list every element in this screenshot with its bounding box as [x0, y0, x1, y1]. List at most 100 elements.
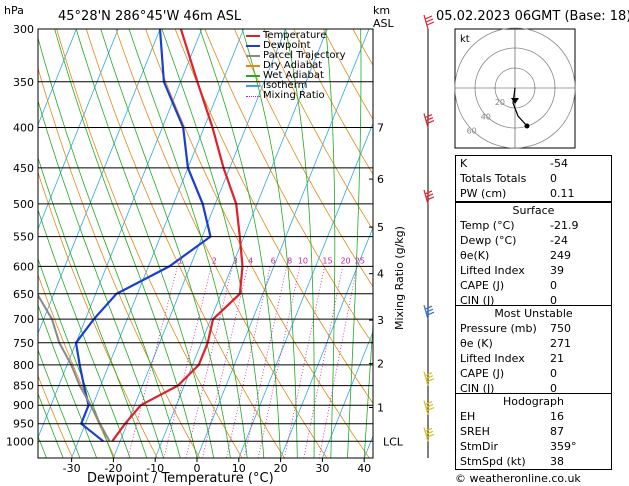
index-label: K — [460, 157, 468, 170]
dry-adiabat-line — [293, 29, 373, 176]
wind-barb-flag — [424, 15, 433, 20]
plot-area — [38, 29, 373, 458]
legend-swatch — [246, 85, 260, 87]
copyright: © weatheronline.co.uk — [455, 472, 581, 485]
legend-item: Dry Adiabat — [246, 61, 346, 71]
mixing-ratio-line — [303, 266, 343, 458]
wind-barb-flag — [424, 401, 433, 406]
dry-adiabat-line — [38, 66, 201, 458]
wind-barb — [423, 400, 435, 415]
wet-adiabat-line — [54, 29, 198, 458]
dry-adiabat-line — [263, 29, 373, 231]
km-tick-label: 7 — [377, 122, 384, 135]
mu-label: Lifted Index — [460, 352, 525, 365]
mixing-ratio-label: 1 — [178, 256, 183, 265]
dry-adiabat-line — [204, 29, 373, 346]
wet-adiabat-line — [128, 29, 248, 458]
wind-barb-flag — [426, 21, 435, 26]
index-value: 0 — [550, 172, 557, 185]
mu-value: 0 — [550, 367, 557, 380]
legend-label: Wet Adiabat — [263, 70, 324, 81]
wind-barb — [423, 304, 435, 320]
hodograph-end-point — [524, 123, 530, 129]
plot-frame — [37, 28, 374, 459]
index-label: Totals Totals — [460, 172, 527, 185]
isotherm-line — [280, 226, 373, 458]
datetime-title: 05.02.2023 06GMT (Base: 18) — [436, 9, 629, 24]
mu-value: 21 — [550, 352, 564, 365]
wind-barb-flag — [426, 311, 435, 316]
surface-value: -21.9 — [550, 219, 579, 232]
mixing-ratio-label: 3 — [233, 256, 238, 265]
pressure-tick-label: 900 — [13, 399, 34, 412]
pressure-tick-label: 800 — [13, 359, 34, 372]
hodo-value: 359° — [550, 440, 577, 453]
wind-barb — [423, 427, 435, 442]
pressure-tick-label: 300 — [13, 23, 34, 36]
hodograph-ring-label: 20 — [495, 98, 505, 107]
pressure-tick-label: 650 — [13, 288, 34, 301]
wind-barb-flag — [424, 190, 433, 195]
wet-adiabat-line — [38, 257, 114, 458]
mixing-ratio-label: 10 — [298, 256, 308, 265]
legend-label: Dry Adiabat — [263, 60, 323, 71]
hodo-value: 16 — [550, 410, 564, 423]
mu-label: Pressure (mb) — [460, 322, 537, 335]
surface-table: Surface Temp (°C) -21.9 Dewp (°C) -24 θe(K… — [455, 202, 612, 309]
legend-item: Temperature — [246, 31, 346, 41]
location-title: 45°28'N 286°45'W 46m ASL — [58, 9, 242, 24]
mixing-ratio-axis-label: Mixing Ratio (g/kg) — [393, 226, 406, 330]
hodograph-kt-label: kt — [460, 34, 470, 45]
wet-adiabat-line — [100, 29, 231, 458]
wet-adiabat-line — [38, 99, 164, 458]
wet-adiabat-line — [38, 208, 131, 458]
mixing-ratio-label: 2 — [212, 256, 217, 265]
most-unstable-table: Most Unstable Pressure (mb) 750 θe (K) 271… — [455, 305, 612, 397]
dry-adiabat-line — [145, 29, 370, 458]
legend-label: Isotherm — [263, 80, 308, 91]
isotherm-line — [71, 29, 244, 458]
pressure-tick-label: 700 — [13, 313, 34, 326]
mu-label: CIN (J) — [460, 382, 495, 395]
wind-barb-flag — [425, 116, 434, 122]
indices-table: K -54 Totals Totals 0 PW (cm) 0.11 — [455, 155, 612, 202]
pressure-tick-label: 750 — [13, 337, 34, 350]
wet-adiabat-line — [285, 29, 315, 458]
legend-item: Wet Adiabat — [246, 71, 346, 81]
wet-adiabat-line — [325, 29, 336, 458]
surface-label: CAPE (J) — [460, 279, 505, 292]
mixing-ratio-line — [318, 266, 358, 458]
hodograph-trace — [512, 87, 528, 127]
hodo-label: SREH — [460, 425, 490, 438]
dry-adiabat-line — [38, 171, 158, 458]
legend-item: Dewpoint — [246, 41, 346, 51]
wet-adiabat-line — [241, 29, 298, 458]
surface-value: 39 — [550, 264, 564, 277]
legend-item: Isotherm — [246, 81, 346, 91]
wind-barb-flag — [425, 308, 434, 313]
wet-adiabat-line — [199, 29, 281, 458]
pressure-tick-label: 1000 — [6, 435, 34, 448]
x-tick-label: -30 — [63, 462, 81, 475]
surface-label: θe(K) — [460, 249, 490, 262]
mixing-ratio-label: 25 — [355, 256, 365, 265]
storm-motion-arrow — [511, 98, 519, 104]
surface-title: Surface — [512, 204, 555, 217]
x-tick-label: 20 — [274, 462, 288, 475]
wind-barb-flag — [426, 407, 435, 412]
wind-barb-flag — [426, 433, 435, 438]
index-value: -54 — [550, 157, 568, 170]
x-tick-label: -10 — [146, 462, 164, 475]
wind-barb-flag — [425, 430, 434, 435]
wind-barb-flag — [426, 119, 435, 125]
pressure-tick-label: 400 — [13, 122, 34, 135]
dry-adiabat-line — [115, 29, 328, 458]
legend-swatch — [246, 55, 260, 57]
km-tick-label: 5 — [377, 221, 384, 234]
legend-label: Dewpoint — [263, 40, 311, 51]
km-tick-label: 3 — [377, 314, 384, 327]
dry-adiabat-line — [56, 29, 243, 458]
hodo-label: EH — [460, 410, 476, 423]
km-tick-label: 2 — [377, 358, 384, 371]
